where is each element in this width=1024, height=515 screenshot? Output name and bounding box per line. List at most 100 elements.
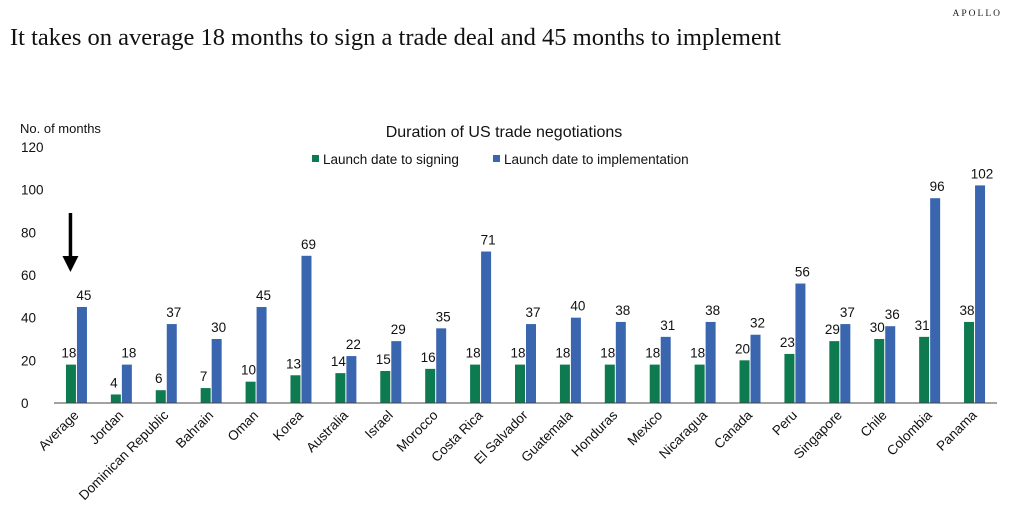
data-label-signing: 6 — [155, 371, 163, 386]
y-axis: 0 20 40 60 80 100 120 — [21, 140, 44, 411]
data-label-signing: 38 — [960, 303, 975, 318]
data-label-implementation: 37 — [525, 305, 540, 320]
bar-signing — [245, 381, 256, 403]
x-tick-label: Oman — [225, 408, 262, 445]
bar-implementation — [885, 326, 896, 403]
data-label-implementation: 102 — [971, 166, 994, 181]
bar-signing — [874, 339, 885, 403]
data-label-implementation: 22 — [346, 337, 361, 352]
bar-implementation — [526, 324, 536, 403]
x-tick-label: Honduras — [568, 407, 620, 459]
data-label-implementation: 37 — [840, 305, 855, 320]
x-tick-label: Bahrain — [173, 408, 217, 452]
x-tick-label: Mexico — [624, 408, 665, 449]
down-arrow-icon — [62, 213, 79, 272]
bar-implementation — [436, 328, 447, 403]
bar-implementation — [840, 324, 851, 403]
bar-implementation — [256, 307, 267, 403]
bar-signing — [470, 364, 481, 403]
data-label-signing: 7 — [200, 369, 208, 384]
y-tick-label: 60 — [21, 268, 36, 283]
bar-signing — [649, 364, 660, 403]
bar-signing — [739, 360, 750, 403]
data-label-implementation: 56 — [795, 265, 810, 280]
x-tick-label: Colombia — [884, 407, 935, 458]
bar-signing — [515, 364, 525, 403]
bar-implementation — [211, 339, 222, 403]
bar-signing — [290, 375, 301, 403]
bar-implementation — [615, 321, 626, 403]
legend-swatch-implementation — [493, 155, 500, 162]
bar-implementation — [301, 255, 312, 403]
bar-signing — [604, 364, 615, 403]
data-label-signing: 18 — [600, 346, 615, 361]
bar-signing — [559, 364, 570, 403]
data-label-implementation: 37 — [166, 305, 181, 320]
y-tick-label: 0 — [21, 396, 29, 411]
x-tick-label: Australia — [303, 407, 351, 455]
y-tick-label: 40 — [21, 311, 36, 326]
legend-swatch-signing — [312, 155, 319, 162]
bar-signing — [110, 394, 121, 403]
data-label-implementation: 29 — [391, 322, 406, 337]
data-label-signing: 10 — [241, 363, 256, 378]
data-label-signing: 16 — [421, 350, 436, 365]
data-label-signing: 29 — [825, 322, 840, 337]
headline: It takes on average 18 months to sign a … — [10, 24, 781, 51]
data-label-implementation: 45 — [76, 288, 91, 303]
x-tick-label: Israel — [362, 408, 396, 442]
bar-implementation — [121, 364, 132, 403]
x-tick-label: Panama — [933, 407, 980, 454]
data-label-implementation: 32 — [750, 316, 765, 331]
x-tick-label: Nicaragua — [656, 407, 710, 461]
y-axis-label: No. of months — [20, 121, 101, 136]
x-tick-label: Peru — [769, 408, 800, 439]
data-label-implementation: 35 — [436, 309, 451, 324]
data-label-implementation: 18 — [121, 346, 136, 361]
legend-label-implementation: Launch date to implementation — [504, 152, 689, 167]
bar-signing — [784, 353, 795, 403]
x-tick-label: Average — [36, 408, 82, 454]
bar-implementation — [705, 321, 716, 403]
data-label-signing: 4 — [110, 375, 118, 390]
bar-signing — [964, 321, 975, 403]
y-tick-label: 100 — [21, 183, 44, 198]
bars — [65, 185, 986, 403]
data-label-signing: 30 — [870, 320, 885, 335]
bar-implementation — [975, 185, 986, 403]
data-label-signing: 15 — [376, 352, 391, 367]
legend-label-signing: Launch date to signing — [323, 152, 459, 167]
data-label-signing: 18 — [510, 346, 525, 361]
bar-implementation — [795, 283, 806, 403]
value-labels: 1845418637730104513691422152916351871183… — [61, 166, 993, 390]
y-tick-label: 20 — [21, 353, 36, 368]
bar-implementation — [930, 198, 941, 403]
data-label-signing: 20 — [735, 341, 750, 356]
x-tick-label: Jordan — [87, 408, 127, 448]
bar-implementation — [570, 317, 581, 403]
bar-signing — [694, 364, 705, 403]
brand-logo: APOLLO — [952, 9, 1002, 19]
bar-signing — [335, 373, 346, 403]
data-label-implementation: 69 — [301, 237, 316, 252]
data-label-signing: 18 — [61, 346, 76, 361]
x-tick-label: Korea — [270, 407, 306, 443]
chart-title: Duration of US trade negotiations — [386, 124, 623, 141]
x-tick-label: Dominican Republic — [76, 407, 172, 503]
bar-signing — [919, 336, 930, 403]
bar-signing — [425, 368, 436, 403]
bar-implementation — [76, 307, 87, 403]
legend: Launch date to signing Launch date to im… — [312, 152, 689, 167]
bar-implementation — [346, 356, 357, 403]
data-label-signing: 31 — [915, 318, 930, 333]
data-label-implementation: 45 — [256, 288, 271, 303]
x-tick-label: Chile — [857, 408, 889, 440]
data-label-signing: 18 — [690, 346, 705, 361]
data-label-implementation: 36 — [885, 307, 900, 322]
bar-signing — [380, 371, 391, 403]
x-tick-label: Singapore — [791, 408, 845, 462]
bar-implementation — [660, 336, 671, 403]
bar-signing — [155, 390, 166, 403]
